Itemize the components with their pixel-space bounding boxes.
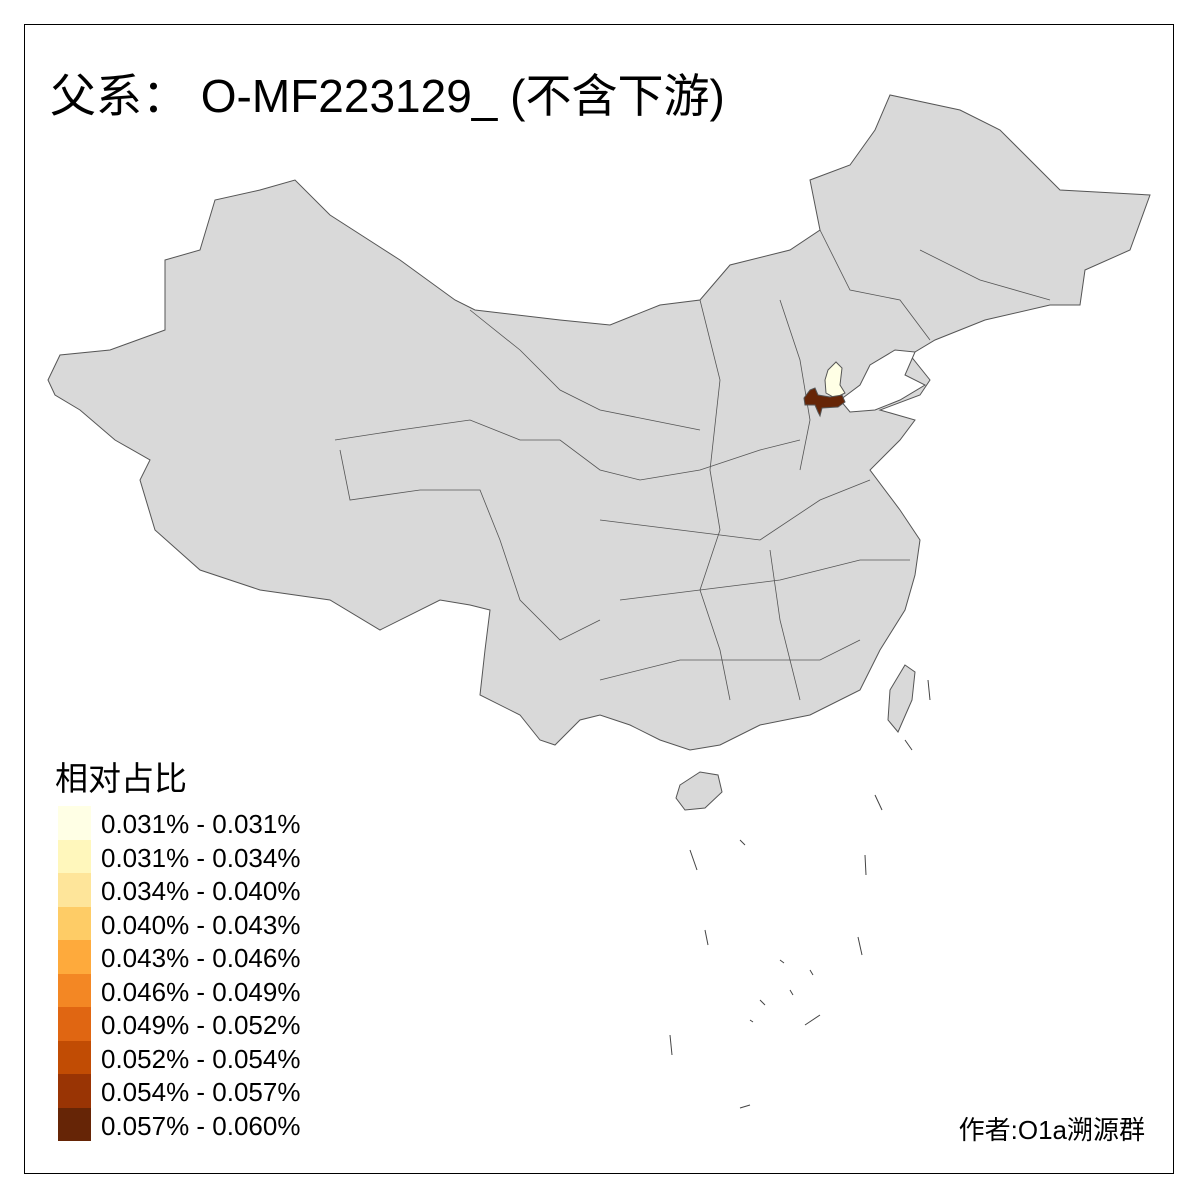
legend-item: 0.034% - 0.040% <box>58 873 358 907</box>
plot-frame <box>24 24 1174 1174</box>
legend-label: 0.031% - 0.034% <box>101 842 301 873</box>
taiwan-island <box>887 664 916 733</box>
region-cangzhou <box>803 387 846 418</box>
legend-item: 0.040% - 0.043% <box>58 906 358 940</box>
legend-label: 0.052% - 0.054% <box>101 1043 301 1074</box>
legend-item: 0.043% - 0.046% <box>58 940 358 974</box>
legend-item: 0.052% - 0.054% <box>58 1040 358 1074</box>
legend-label: 0.054% - 0.057% <box>101 1077 301 1107</box>
legend-item: 0.054% - 0.057% <box>58 1074 358 1108</box>
legend-swatch <box>58 873 91 907</box>
legend-swatch <box>58 1107 91 1141</box>
legend-swatch <box>58 973 91 1007</box>
legend-swatch <box>58 1007 91 1041</box>
legend-label: 0.043% - 0.046% <box>101 943 301 973</box>
legend-title: 相对占比 <box>55 760 187 797</box>
legend-label: 0.040% - 0.043% <box>101 909 301 940</box>
legend-item: 0.049% - 0.052% <box>58 1007 358 1041</box>
legend-swatch <box>58 906 91 940</box>
legend-swatch <box>58 839 91 873</box>
legend-swatch <box>58 1040 91 1074</box>
legend-item: 0.031% - 0.031% <box>58 806 358 840</box>
legend-label: 0.034% - 0.040% <box>101 876 301 906</box>
legend-label: 0.057% - 0.060% <box>101 1110 301 1141</box>
map-title: 父系： O-MF223129_ (不含下游) <box>50 70 725 122</box>
china-outline <box>47 94 1151 751</box>
province-borders <box>334 229 1051 701</box>
legend-label: 0.049% - 0.052% <box>101 1010 301 1040</box>
legend-item: 0.046% - 0.049% <box>58 973 358 1007</box>
region-tianjin <box>824 361 846 399</box>
legend-item: 0.031% - 0.034% <box>58 839 358 873</box>
legend-swatch <box>58 806 91 840</box>
legend-swatch <box>58 1074 91 1108</box>
bohai-sea <box>839 349 927 413</box>
legend-label: 0.046% - 0.049% <box>101 976 301 1007</box>
south-china-sea-islands <box>669 679 931 1109</box>
legend-item: 0.057% - 0.060% <box>58 1107 358 1141</box>
author-credit: 作者:O1a溯源群 <box>958 1115 1145 1145</box>
legend-swatch <box>58 940 91 974</box>
hainan-island <box>675 771 723 811</box>
legend-label: 0.031% - 0.031% <box>101 809 301 839</box>
